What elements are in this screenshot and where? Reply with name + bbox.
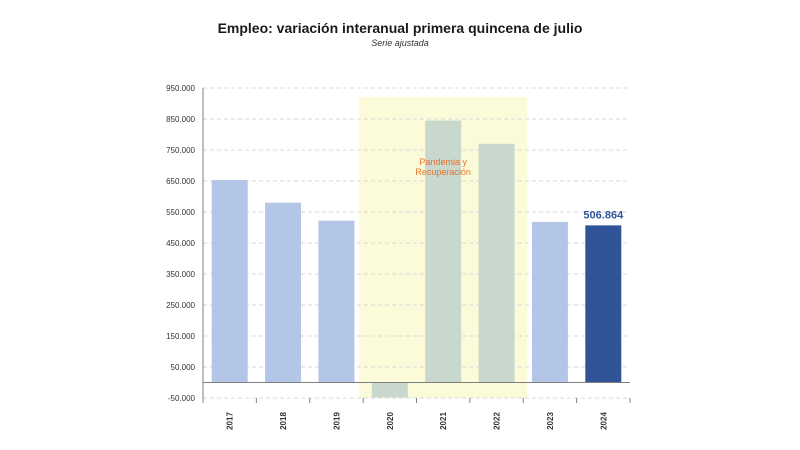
x-tick-label-2022: 2022 [493,412,502,430]
chart-subtitle: Serie ajustada [371,38,429,48]
bar-2023 [531,221,568,383]
x-tick-label-2024: 2024 [599,412,608,430]
annotation-pandemia: Recuperación [415,167,471,177]
x-tick-label-2020: 2020 [386,412,395,430]
y-tick-label: 150.000 [166,332,195,341]
y-tick-label: 950.000 [166,84,195,93]
x-tick-label-2021: 2021 [439,412,448,430]
y-tick-label: 350.000 [166,270,195,279]
annotation-pandemia: Pandemia y [419,157,467,167]
x-tick-label-2023: 2023 [546,412,555,430]
bar-2020 [371,382,408,398]
y-tick-label: 50.000 [171,363,196,372]
x-tick-label-2019: 2019 [332,412,341,430]
y-tick-label: 850.000 [166,115,195,124]
bar-2022 [478,143,515,383]
y-tick-label: 750.000 [166,146,195,155]
y-tick-label: 250.000 [166,301,195,310]
x-tick-label-2017: 2017 [226,412,235,430]
y-tick-label: 650.000 [166,177,195,186]
bar-2017 [211,180,248,383]
x-tick-label-2018: 2018 [279,412,288,430]
bar-2018 [265,202,302,383]
chart-title: Empleo: variación interanual primera qui… [217,20,583,36]
y-tick-label: 450.000 [166,239,195,248]
bar-2019 [318,220,355,383]
y-tick-label: 550.000 [166,208,195,217]
bar-2024 [585,225,622,383]
y-tick-label: -50.000 [168,394,196,403]
bar-2021 [425,120,462,383]
data-label-2024: 506.864 [583,209,624,221]
